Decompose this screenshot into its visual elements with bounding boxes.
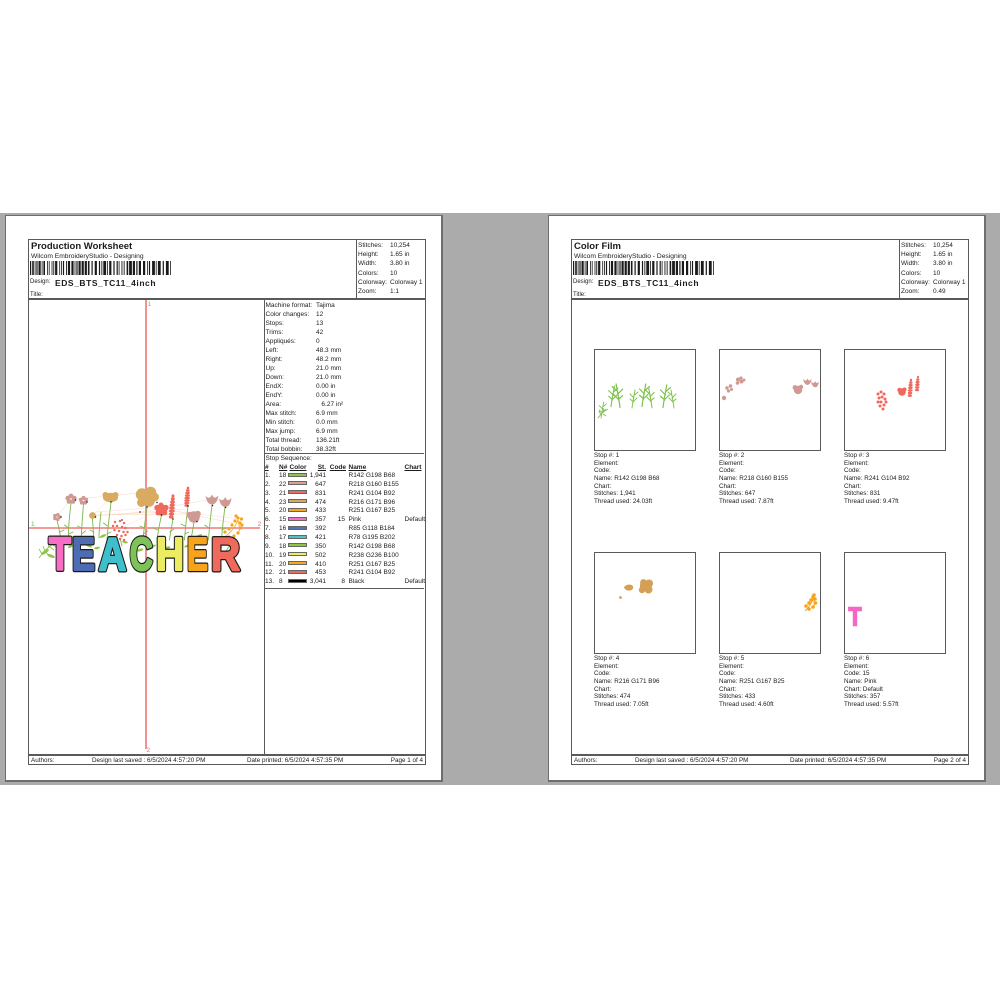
svg-text:E: E [72, 528, 95, 580]
svg-text:H: H [156, 528, 184, 580]
svg-text:E: E [72, 528, 95, 580]
svg-text:T: T [849, 602, 862, 632]
svg-text:R: R [211, 528, 240, 580]
svg-text:C: C [130, 528, 153, 580]
svg-text:T: T [49, 528, 71, 580]
svg-text:H: H [156, 528, 184, 580]
svg-text:A: A [99, 528, 127, 580]
svg-text:A: A [99, 528, 127, 580]
svg-text:T: T [49, 528, 71, 580]
svg-text:C: C [130, 528, 153, 580]
svg-text:E: E [187, 528, 208, 580]
svg-text:R: R [211, 528, 240, 580]
svg-text:E: E [187, 528, 208, 580]
